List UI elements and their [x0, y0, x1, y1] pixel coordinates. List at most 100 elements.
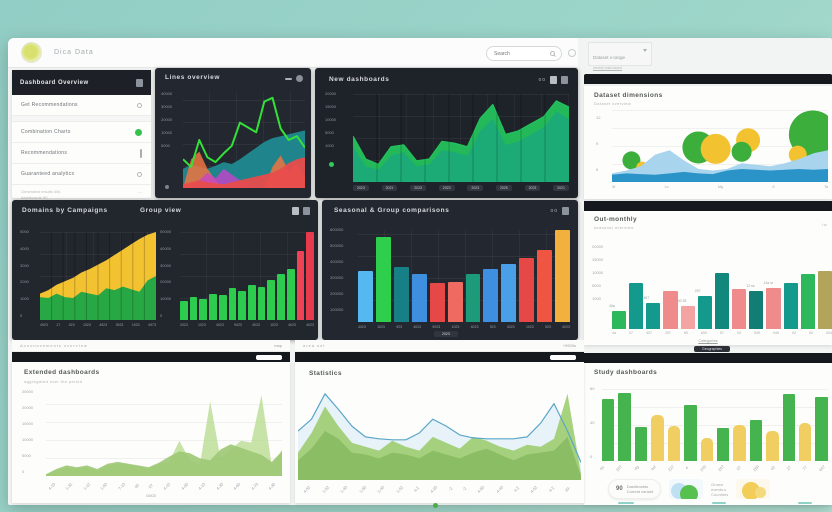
- x-tick-label: 69: [684, 331, 688, 335]
- y-tick-label: 5000: [22, 453, 31, 458]
- bar: [716, 427, 730, 461]
- sidebar-item[interactable]: Get Recommendations: [12, 95, 151, 116]
- x-tick-label: 207: [717, 463, 726, 473]
- bar: [465, 274, 481, 322]
- mini-chart-thumbnail[interactable]: [669, 479, 704, 499]
- x-tick-label: 1-12: [82, 481, 92, 491]
- legend-dot: [329, 162, 334, 167]
- panel-monthly: Out-monthly seasonal overview lw 20000 15…: [584, 211, 832, 345]
- bar: [766, 430, 779, 461]
- circle-icon: [137, 171, 142, 177]
- panel-icon[interactable]: [136, 78, 143, 87]
- avatar-icon[interactable]: [296, 75, 303, 82]
- stats-toolbar-left[interactable]: area set: [303, 343, 326, 348]
- dataset-select-value: Dataset x-range: [593, 55, 626, 60]
- y-tick-label: 1000: [325, 143, 334, 148]
- sidebar-item-label: Recommendations: [21, 150, 68, 156]
- bar: [483, 268, 499, 322]
- x-tick-label: 07: [735, 464, 742, 472]
- x-tick-label: 4023: [358, 325, 366, 329]
- x-tick-label: 1023: [377, 325, 385, 329]
- x-tick-label: 4973: [148, 323, 156, 327]
- search-icon: [550, 51, 555, 56]
- y-tick-label: 15000: [592, 257, 604, 262]
- study-legend-pill[interactable]: 90 Dashboards Current variant: [608, 479, 662, 499]
- x-tick-label: 4-20: [429, 484, 439, 494]
- dots-icon[interactable]: oo: [550, 208, 558, 214]
- bar: [238, 290, 247, 320]
- x-tick-label: 4-60: [232, 481, 242, 491]
- x-tick-label: 1023: [525, 325, 534, 329]
- extended-toolbar: Announcements overview map: [12, 340, 290, 352]
- dataset-select-sub[interactable]: weekly total-based: [593, 66, 622, 70]
- x-axis-pill: 2021: [381, 185, 398, 191]
- study-strip-pill[interactable]: Geographies: [694, 346, 731, 352]
- yellow-pie-thumbnail[interactable]: [736, 479, 771, 499]
- bar: [629, 283, 644, 329]
- bar-value-label: 457: [643, 295, 650, 300]
- sidebar-item[interactable]: Combination Charts: [12, 122, 151, 143]
- bar: [199, 298, 208, 320]
- window-pill-button[interactable]: [550, 354, 576, 360]
- x-tick-label: 647: [818, 463, 827, 473]
- x-axis-pill: 2023: [438, 185, 455, 191]
- extended-toolbar-right[interactable]: map: [274, 343, 282, 348]
- campaigns-bar-chart: [180, 232, 315, 320]
- x-tick-label: 00: [809, 331, 813, 335]
- x-tick-label: 257: [665, 331, 671, 335]
- bar: [782, 394, 796, 461]
- y-tick-label: 80: [590, 386, 595, 391]
- yellow-circle-small-icon: [755, 487, 767, 498]
- x-axis-pill: 2023: [410, 185, 426, 191]
- minimize-icon[interactable]: [285, 77, 292, 80]
- sidebar-header: Dashboard Overview: [12, 70, 151, 95]
- chart-icon[interactable]: [550, 76, 557, 84]
- x-tick-label: 4023: [562, 325, 570, 329]
- y-tick-label: 4000: [20, 245, 29, 251]
- grid-icon[interactable]: [561, 76, 568, 84]
- panel-extended: Extended dashboards aggregated over the …: [12, 362, 290, 503]
- green-area-icon: [680, 485, 699, 499]
- campaigns-area-chart: [40, 232, 156, 320]
- window-pill-button[interactable]: [256, 354, 282, 360]
- bar: [277, 274, 285, 320]
- bar: [267, 280, 276, 320]
- dashboard-window: Dica Data Dashboard Overview Get Recomme…: [8, 38, 832, 508]
- x-tick-label: 27: [785, 464, 793, 472]
- y-tick-label: 6: [596, 167, 599, 172]
- bar: [537, 250, 553, 322]
- seasonal-footer-pill[interactable]: 2023: [434, 331, 458, 337]
- legend-dot: [433, 503, 438, 508]
- more-icon[interactable]: ...: [137, 189, 142, 195]
- bar: [799, 423, 812, 461]
- bar: [180, 300, 188, 320]
- y-tick-label: 30000: [160, 262, 172, 268]
- x-tick-label: 240: [699, 463, 708, 473]
- sidebar-item[interactable]: Guaranteed analytics: [12, 164, 151, 185]
- bar: [667, 426, 681, 461]
- bar: [189, 297, 198, 320]
- y-tick-label: 3000: [20, 262, 29, 268]
- y-tick-label: 20000: [22, 405, 34, 410]
- x-tick-label: 9023: [432, 325, 441, 329]
- app-header: Dica Data: [8, 38, 578, 68]
- bubble: [622, 151, 641, 170]
- monthly-axis-label[interactable]: Categories: [698, 338, 718, 343]
- grid-icon[interactable]: [303, 207, 310, 215]
- dimensions-subtitle: Dataset overview: [594, 101, 632, 106]
- search-input[interactable]: [492, 49, 550, 58]
- grid-icon[interactable]: [562, 207, 569, 215]
- monthly-subtitle: seasonal overview: [594, 225, 634, 230]
- dataset-select[interactable]: Dataset x-range weekly total-based: [588, 42, 652, 70]
- settings-icon[interactable]: [568, 49, 576, 57]
- extended-toolbar-left[interactable]: Announcements overview: [20, 343, 88, 348]
- chart-icon[interactable]: [292, 207, 299, 215]
- search-box[interactable]: [486, 46, 562, 61]
- x-tick-label: 9023: [234, 323, 242, 327]
- bar-value-label: 257: [694, 288, 701, 293]
- stats-toolbar-right[interactable]: +9920s: [562, 343, 576, 348]
- x-tick-label: 17: [56, 323, 61, 327]
- sidebar-item[interactable]: Recommendations: [12, 143, 151, 164]
- dots-icon[interactable]: oo: [538, 77, 546, 83]
- y-tick-label: 500000: [330, 243, 344, 248]
